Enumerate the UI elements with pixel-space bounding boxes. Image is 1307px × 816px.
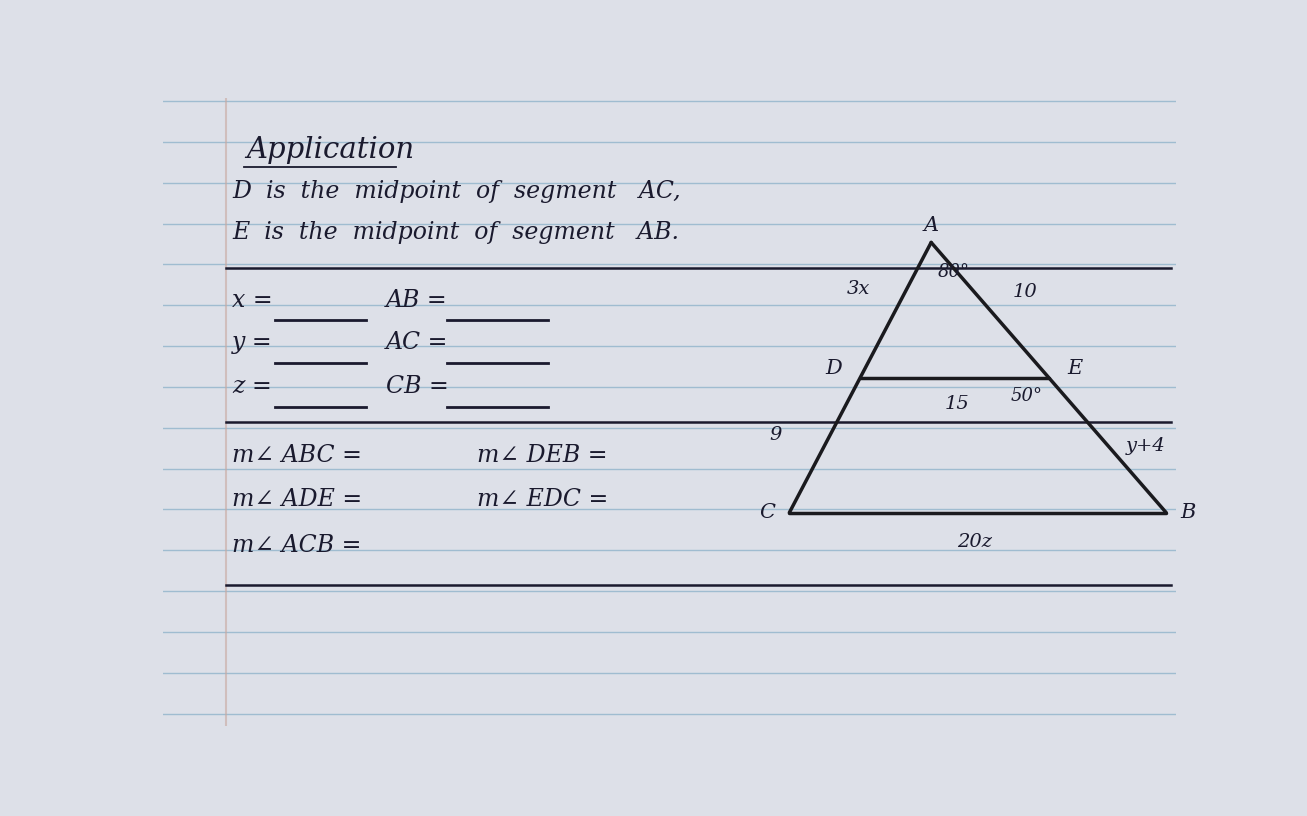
Text: x =: x = [233, 289, 273, 312]
Text: m∠ EDC =: m∠ EDC = [477, 488, 609, 512]
Text: A: A [924, 216, 938, 235]
Text: m∠ ADE =: m∠ ADE = [233, 488, 362, 512]
Text: 15: 15 [945, 395, 968, 413]
Text: AB =: AB = [386, 289, 448, 312]
Text: CB =: CB = [386, 375, 450, 398]
Text: m∠ ABC =: m∠ ABC = [233, 445, 362, 468]
Text: z =: z = [233, 375, 272, 398]
Text: B: B [1180, 503, 1196, 522]
Text: 10: 10 [1012, 283, 1036, 301]
Text: y+4: y+4 [1125, 437, 1166, 455]
Text: Application: Application [247, 135, 414, 164]
Text: m∠ DEB =: m∠ DEB = [477, 445, 608, 468]
Text: D: D [825, 359, 842, 378]
Text: 80°: 80° [937, 263, 970, 281]
Text: E: E [1067, 359, 1082, 378]
Text: E  is  the  midpoint  of  segment   AB.: E is the midpoint of segment AB. [233, 221, 680, 244]
Text: 3x: 3x [847, 280, 870, 299]
Text: C: C [759, 503, 775, 522]
Text: 20z: 20z [958, 533, 992, 551]
Text: D  is  the  midpoint  of  segment   AC,: D is the midpoint of segment AC, [233, 180, 681, 203]
Text: 50°: 50° [1010, 388, 1042, 406]
Text: AC =: AC = [386, 331, 448, 354]
Text: m∠ ACB =: m∠ ACB = [233, 534, 362, 557]
Text: 9: 9 [769, 426, 782, 444]
Text: y =: y = [233, 331, 273, 354]
